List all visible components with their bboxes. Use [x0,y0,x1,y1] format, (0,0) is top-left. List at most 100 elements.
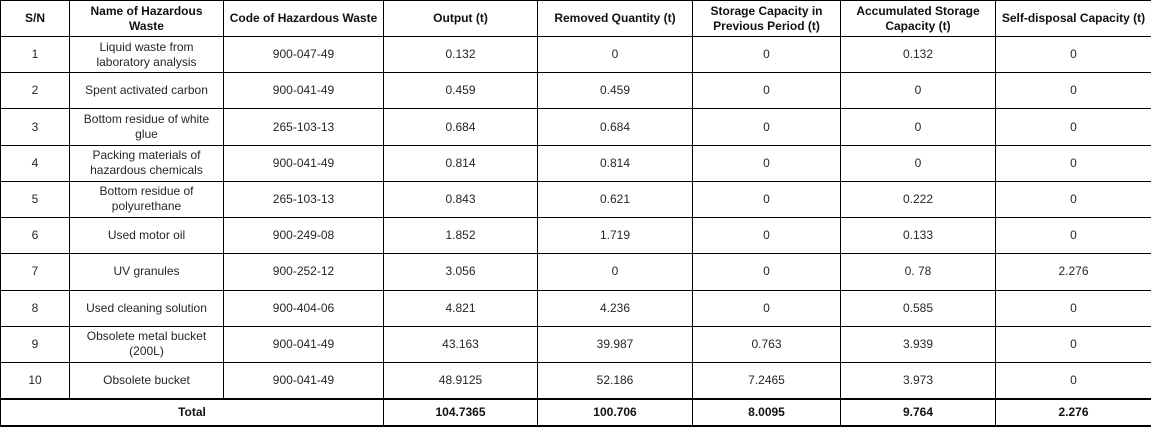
code-cell: 900-041-49 [223,361,384,400]
code-cell: 900-041-49 [223,72,384,110]
removed-cell: 0.621 [537,180,693,219]
self-disposal-cell: 0 [995,35,1151,74]
table-row: 6 Used motor oil 900-249-08 1.852 1.719 … [0,217,1151,255]
table-row: 9 Obsolete metal bucket (200L) 900-041-4… [0,325,1151,363]
self-disposal-cell: 2.276 [995,253,1151,291]
name-cell: UV granules [69,253,224,291]
accumulated-cell: 0 [840,72,996,110]
removed-cell: 39.987 [537,325,693,363]
removed-cell: 0.814 [537,144,693,182]
sn-cell: 5 [0,180,70,219]
output-cell: 0.459 [383,72,538,110]
accumulated-cell: 3.939 [840,325,996,363]
storage-prev-cell: 7.2465 [692,361,841,400]
sn-cell: 4 [0,144,70,182]
self-disposal-cell: 0 [995,72,1151,110]
code-cell: 900-249-08 [223,217,384,255]
name-cell: Obsolete metal bucket (200L) [69,325,224,363]
removed-cell: 0.684 [537,108,693,146]
header-accumulated: Accumulated Storage Capacity (t) [840,0,996,37]
code-cell: 900-041-49 [223,144,384,182]
removed-cell: 0 [537,35,693,74]
accumulated-cell: 0.132 [840,35,996,74]
output-cell: 3.056 [383,253,538,291]
code-cell: 900-047-49 [223,35,384,74]
code-cell: 900-404-06 [223,289,384,327]
code-cell: 265-103-13 [223,180,384,219]
sn-cell: 3 [0,108,70,146]
table-row: 2 Spent activated carbon 900-041-49 0.45… [0,72,1151,110]
sn-cell: 10 [0,361,70,400]
sn-cell: 6 [0,217,70,255]
code-cell: 265-103-13 [223,108,384,146]
sn-cell: 8 [0,289,70,327]
total-label-cell: Total [0,397,384,427]
table-row: 10 Obsolete bucket 900-041-49 48.9125 52… [0,361,1151,400]
accumulated-cell: 0 [840,108,996,146]
output-cell: 43.163 [383,325,538,363]
self-disposal-cell: 0 [995,144,1151,182]
storage-prev-cell: 0 [692,35,841,74]
removed-cell: 0.459 [537,72,693,110]
table-row: 3 Bottom residue of white glue 265-103-1… [0,108,1151,146]
self-disposal-cell: 0 [995,325,1151,363]
removed-cell: 4.236 [537,289,693,327]
accumulated-cell: 0.585 [840,289,996,327]
total-accumulated-cell: 9.764 [840,397,996,427]
removed-cell: 0 [537,253,693,291]
sn-cell: 9 [0,325,70,363]
output-cell: 0.843 [383,180,538,219]
table-row: 4 Packing materials of hazardous chemica… [0,144,1151,182]
name-cell: Spent activated carbon [69,72,224,110]
output-cell: 48.9125 [383,361,538,400]
code-cell: 900-252-12 [223,253,384,291]
storage-prev-cell: 0 [692,253,841,291]
storage-prev-cell: 0 [692,72,841,110]
accumulated-cell: 0 [840,144,996,182]
removed-cell: 1.719 [537,217,693,255]
name-cell: Used cleaning solution [69,289,224,327]
output-cell: 0.132 [383,35,538,74]
output-cell: 0.814 [383,144,538,182]
name-cell: Bottom residue of white glue [69,108,224,146]
sn-cell: 2 [0,72,70,110]
name-cell: Liquid waste from laboratory analysis [69,35,224,74]
header-removed: Removed Quantity (t) [537,0,693,37]
table-row: 5 Bottom residue of polyurethane 265-103… [0,180,1151,219]
name-cell: Used motor oil [69,217,224,255]
header-name: Name of Hazardous Waste [69,0,224,37]
total-storage-prev-cell: 8.0095 [692,397,841,427]
self-disposal-cell: 0 [995,361,1151,400]
storage-prev-cell: 0.763 [692,325,841,363]
total-removed-cell: 100.706 [537,397,693,427]
total-self-disposal-cell: 2.276 [995,397,1151,427]
self-disposal-cell: 0 [995,289,1151,327]
self-disposal-cell: 0 [995,108,1151,146]
self-disposal-cell: 0 [995,180,1151,219]
storage-prev-cell: 0 [692,289,841,327]
header-self-disposal: Self-disposal Capacity (t) [995,0,1151,37]
storage-prev-cell: 0 [692,144,841,182]
accumulated-cell: 0. 78 [840,253,996,291]
header-storage-prev: Storage Capacity in Previous Period (t) [692,0,841,37]
storage-prev-cell: 0 [692,217,841,255]
name-cell: Packing materials of hazardous chemicals [69,144,224,182]
removed-cell: 52.186 [537,361,693,400]
self-disposal-cell: 0 [995,217,1151,255]
sn-cell: 7 [0,253,70,291]
output-cell: 4.821 [383,289,538,327]
total-output-cell: 104.7365 [383,397,538,427]
table-row: 1 Liquid waste from laboratory analysis … [0,35,1151,74]
header-sn: S/N [0,0,70,37]
name-cell: Bottom residue of polyurethane [69,180,224,219]
total-row: Total 104.7365 100.706 8.0095 9.764 2.27… [0,397,1151,427]
accumulated-cell: 0.133 [840,217,996,255]
output-cell: 0.684 [383,108,538,146]
storage-prev-cell: 0 [692,108,841,146]
storage-prev-cell: 0 [692,180,841,219]
table-row: 7 UV granules 900-252-12 3.056 0 0 0. 78… [0,253,1151,291]
accumulated-cell: 3.973 [840,361,996,400]
header-row: S/N Name of Hazardous Waste Code of Haza… [0,0,1151,37]
